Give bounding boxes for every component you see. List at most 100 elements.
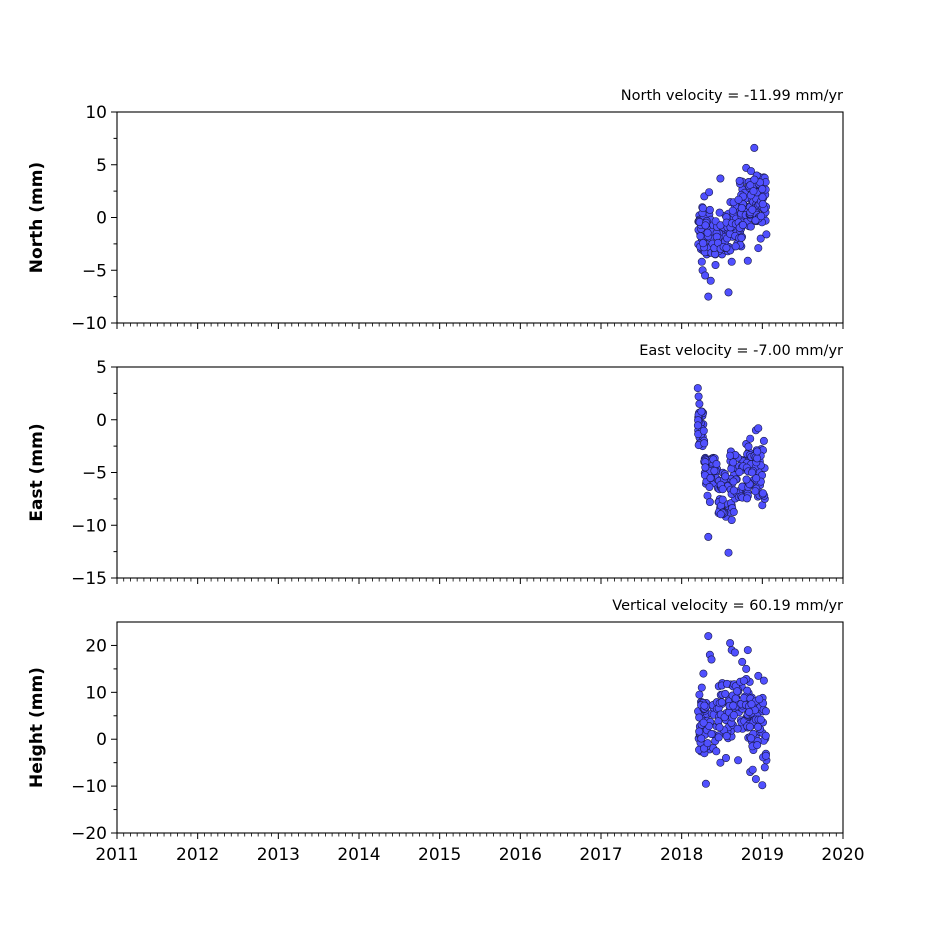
data-point <box>738 221 747 230</box>
data-point <box>751 775 760 784</box>
data-point <box>714 733 723 742</box>
data-point <box>696 232 705 241</box>
data-point <box>697 257 706 266</box>
data-point <box>705 497 714 506</box>
data-points <box>694 632 771 790</box>
data-point <box>761 707 770 716</box>
data-point <box>762 230 771 239</box>
data-point <box>742 664 751 673</box>
data-point <box>757 212 766 221</box>
y-tick-label: 10 <box>85 683 107 703</box>
data-point <box>718 485 727 494</box>
data-point <box>753 447 762 456</box>
y-tick-label: 0 <box>96 209 107 229</box>
data-point <box>758 781 767 790</box>
data-point <box>701 221 710 230</box>
data-point <box>753 722 762 731</box>
x-tick-label: 2018 <box>660 845 703 865</box>
data-point <box>698 204 707 213</box>
data-point <box>704 292 713 301</box>
data-point <box>734 756 743 765</box>
data-point <box>716 510 725 519</box>
data-point <box>746 222 755 231</box>
data-point <box>755 695 764 704</box>
y-axis-title: Height (mm) <box>27 667 47 788</box>
data-point <box>703 739 712 748</box>
data-point <box>744 442 753 451</box>
data-point <box>753 741 762 750</box>
data-point <box>700 439 709 448</box>
data-point <box>733 687 742 696</box>
data-point <box>742 475 751 484</box>
velocity-annotation: Vertical velocity = 60.19 mm/yr <box>612 598 843 614</box>
data-point <box>716 174 725 183</box>
x-tick-label: 2014 <box>337 845 380 865</box>
data-point <box>748 765 757 774</box>
data-point <box>729 486 738 495</box>
data-point <box>727 257 736 266</box>
x-tick-label: 2013 <box>257 845 300 865</box>
data-point <box>705 188 714 197</box>
data-point <box>731 242 740 251</box>
y-tick-label: −5 <box>82 464 107 484</box>
data-point <box>712 459 721 468</box>
data-point <box>721 689 730 698</box>
data-point <box>724 548 733 557</box>
data-point <box>715 208 724 217</box>
data-point <box>700 701 709 710</box>
data-point <box>724 288 733 297</box>
y-tick-label: −20 <box>71 824 107 844</box>
data-point <box>704 632 713 641</box>
data-point <box>735 468 744 477</box>
data-point <box>695 727 704 736</box>
data-point <box>729 458 738 467</box>
data-point <box>731 694 740 703</box>
data-point <box>745 722 754 731</box>
data-point <box>730 648 739 657</box>
data-point <box>718 495 727 504</box>
panels: −10 −5 0 5 10 North (mm) North velocity = -11.… <box>27 88 865 865</box>
data-point <box>695 713 704 722</box>
data-point <box>729 507 738 516</box>
data-point <box>705 482 714 491</box>
data-point <box>743 256 752 265</box>
data-point <box>759 676 768 685</box>
data-point <box>756 715 765 724</box>
data-point <box>745 707 754 716</box>
data-point <box>701 779 710 788</box>
data-point <box>748 468 757 477</box>
y-tick-label: 10 <box>85 103 107 123</box>
data-point <box>697 734 706 743</box>
y-tick-label: 0 <box>96 411 107 431</box>
data-point <box>705 205 714 214</box>
data-point <box>722 243 731 252</box>
panel-2: −15 −10 −5 0 5 East (mm) East velocity = -7.00… <box>27 343 844 589</box>
data-point <box>754 671 763 680</box>
data-point <box>758 185 767 194</box>
data-point <box>711 260 720 269</box>
data-point <box>706 276 715 285</box>
data-point <box>715 723 724 732</box>
data-point <box>749 187 758 196</box>
data-point <box>747 700 756 709</box>
data-point <box>697 407 706 416</box>
data-point <box>737 233 746 242</box>
data-point <box>754 244 763 253</box>
velocity-annotation: North velocity = -11.99 mm/yr <box>621 88 843 104</box>
data-point <box>753 454 762 463</box>
x-tick-label: 2017 <box>579 845 622 865</box>
data-point <box>726 639 735 648</box>
x-tick-label: 2016 <box>499 845 542 865</box>
data-point <box>747 734 756 743</box>
data-point <box>758 200 767 209</box>
data-point <box>707 729 716 738</box>
data-point <box>754 424 763 433</box>
data-point <box>721 472 730 481</box>
data-point <box>699 718 708 727</box>
data-point <box>737 204 746 213</box>
data-point <box>738 657 747 666</box>
data-point <box>697 683 706 692</box>
data-point <box>758 193 767 202</box>
data-point <box>729 477 738 486</box>
